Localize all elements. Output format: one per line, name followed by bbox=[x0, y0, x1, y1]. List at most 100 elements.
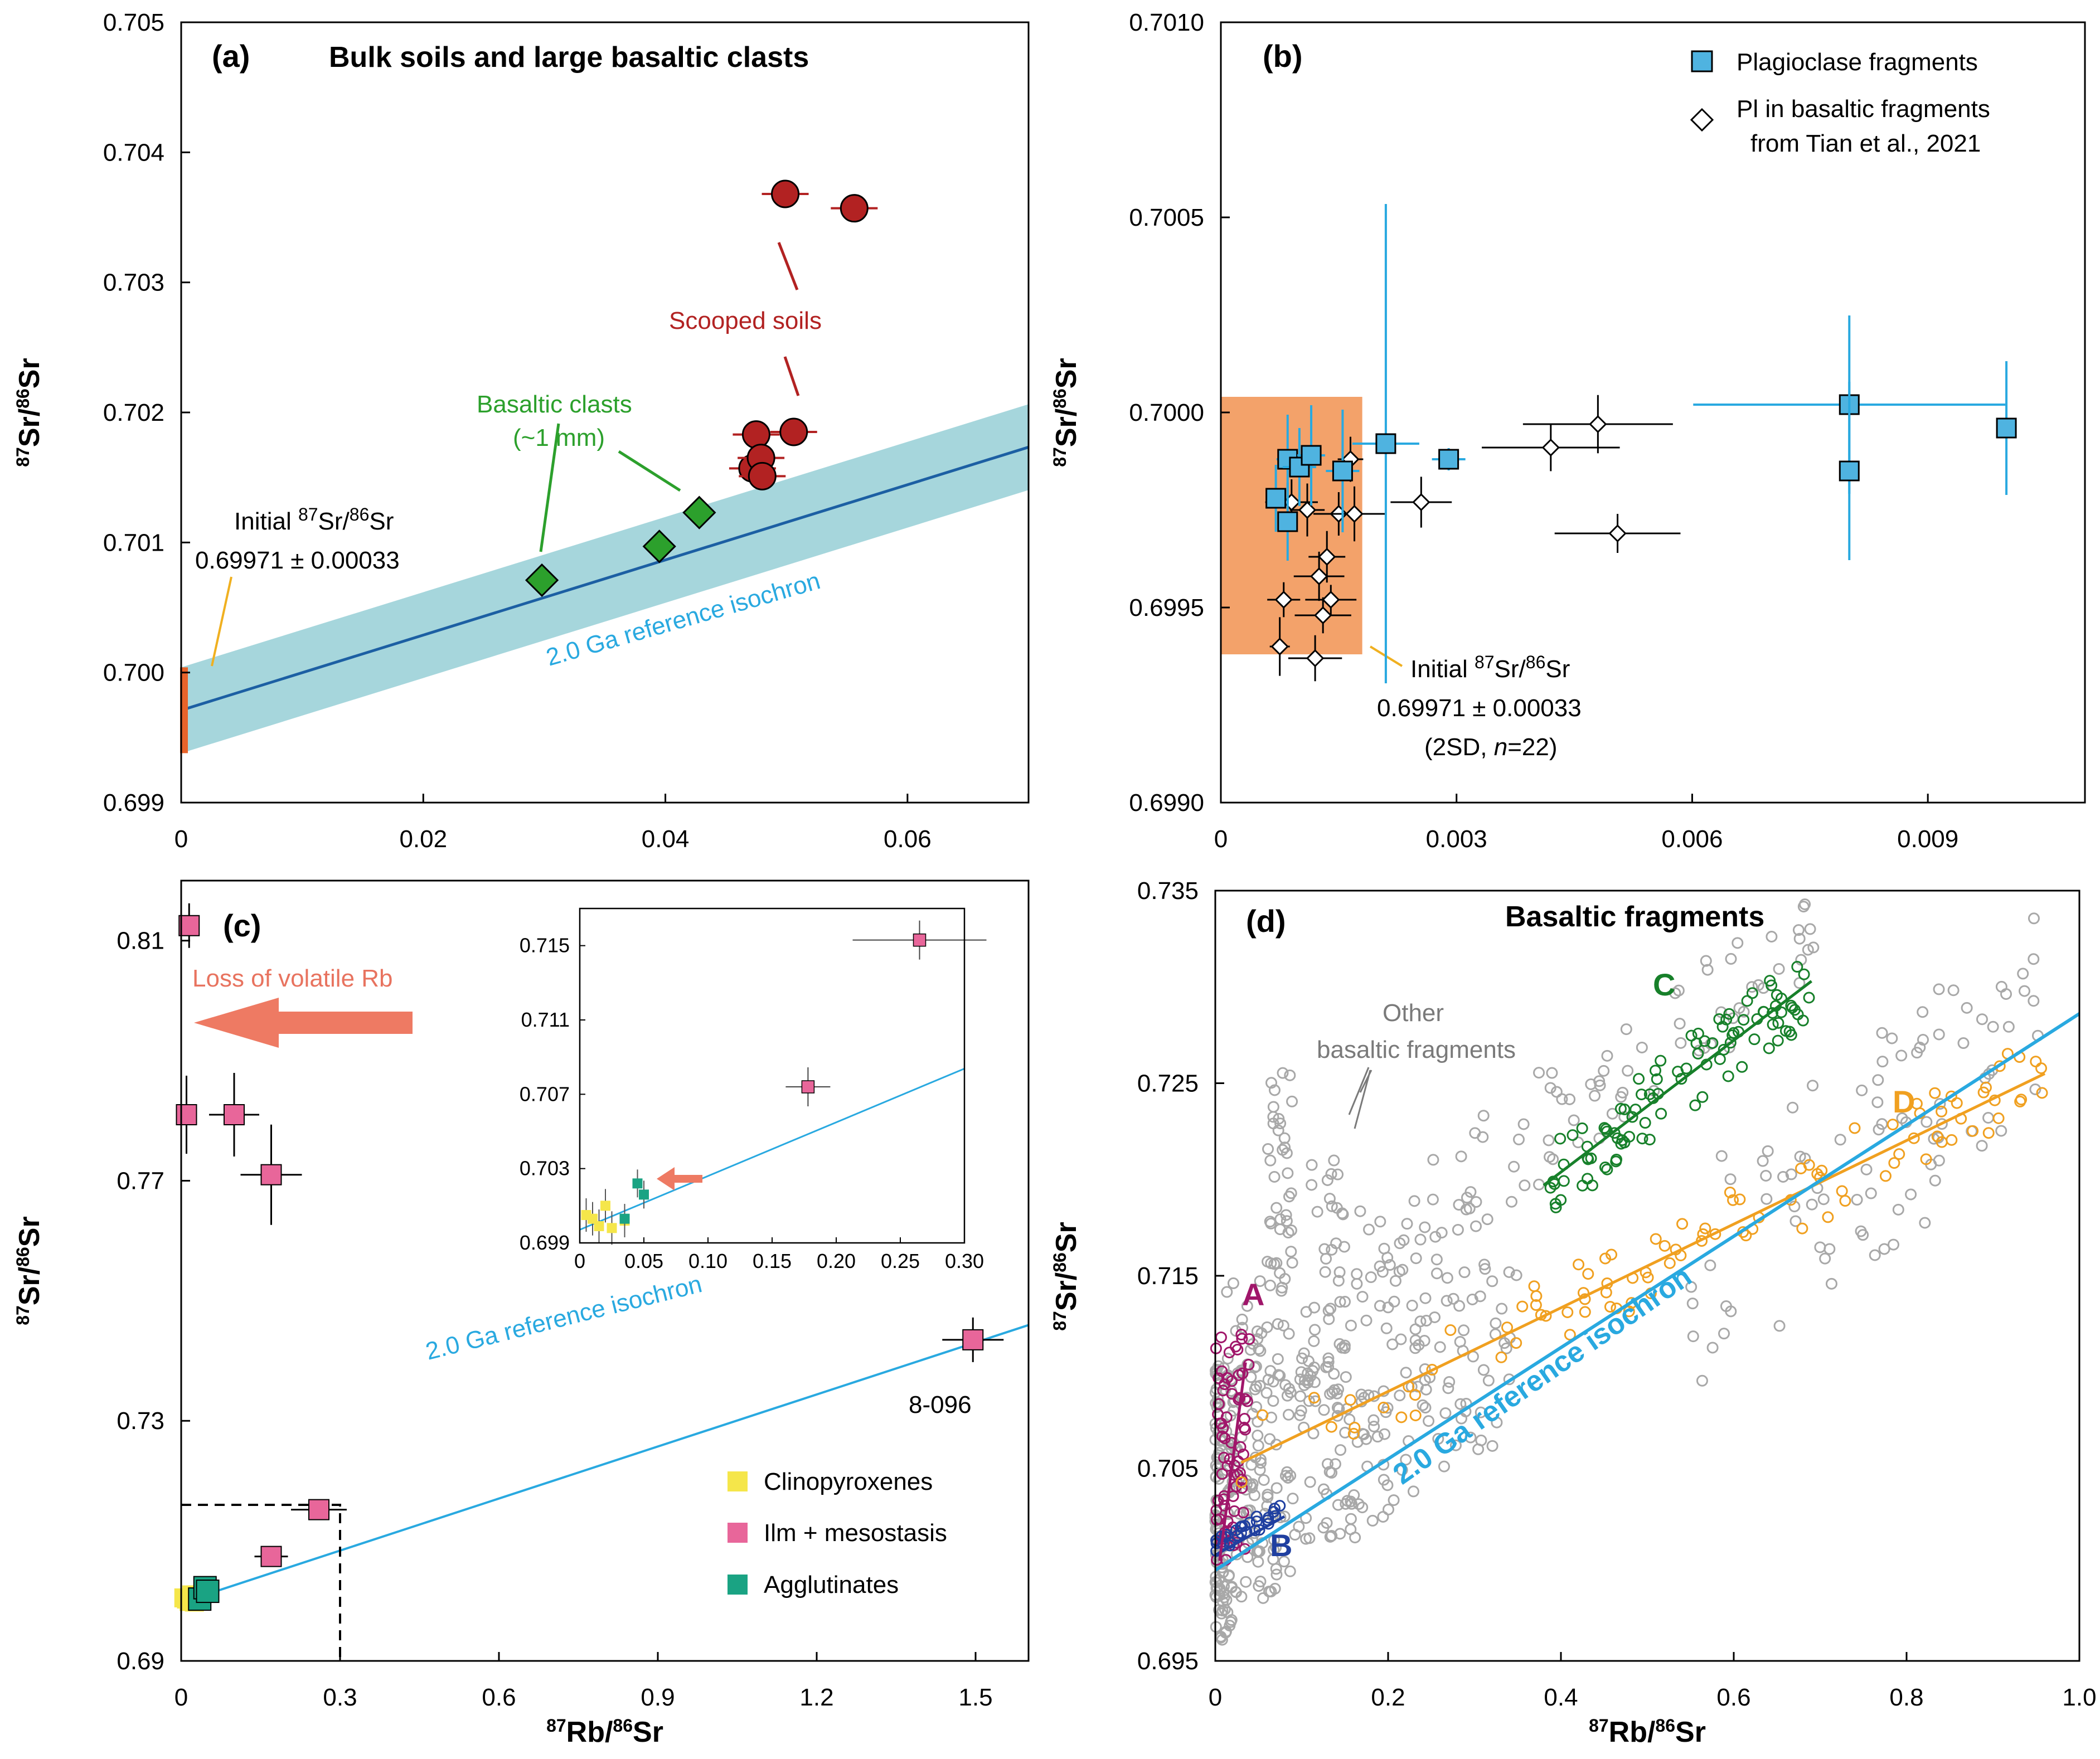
other-fragment-point bbox=[1500, 1342, 1512, 1354]
other-fragment-point bbox=[1371, 1431, 1384, 1443]
other-fragment-point bbox=[1283, 1328, 1295, 1340]
other-fragment-point bbox=[1344, 1413, 1356, 1426]
leader-scooped-bottom bbox=[783, 356, 800, 396]
group-d-point bbox=[1992, 1112, 2005, 1124]
plagioclase-point bbox=[1277, 511, 1298, 532]
label-initial-ratio-b: Initial 87Sr/86Sr bbox=[1410, 652, 1570, 683]
other-fragment-point bbox=[1281, 1215, 1293, 1227]
group-d-point bbox=[1888, 1157, 1900, 1169]
other-fragment-point bbox=[1254, 1464, 1266, 1476]
other-fragment-point bbox=[1300, 1306, 1312, 1318]
x-tick-label: 0.06 bbox=[884, 825, 932, 853]
legend-marker-ilm bbox=[728, 1523, 748, 1543]
y-tick-label: 0.703 bbox=[103, 269, 164, 297]
group-d-point bbox=[1836, 1185, 1848, 1197]
other-fragment-point bbox=[1262, 1373, 1274, 1386]
other-fragment-point bbox=[1934, 1098, 1946, 1110]
other-fragment-point bbox=[1300, 1533, 1312, 1545]
x-tick-label: 0.003 bbox=[1426, 825, 1487, 853]
other-fragment-point bbox=[1281, 1389, 1293, 1402]
other-fragment-point bbox=[1814, 1241, 1826, 1253]
y-tick-label: 0.705 bbox=[1137, 1455, 1199, 1483]
group-d-point bbox=[1946, 1134, 1958, 1146]
other-fragment-point bbox=[1284, 1469, 1297, 1481]
other-fragment-point bbox=[1285, 1225, 1297, 1237]
other-fragment-point bbox=[1957, 1037, 1970, 1049]
other-fragment-point bbox=[1254, 1379, 1266, 1392]
other-fragment-point bbox=[1409, 1323, 1422, 1335]
other-fragment-point bbox=[1439, 1407, 1452, 1419]
other-fragment-point bbox=[1427, 1154, 1439, 1166]
other-fragment-point bbox=[1265, 1585, 1277, 1597]
group-d-point bbox=[1839, 1195, 1851, 1207]
other-fragment-point bbox=[1389, 1275, 1401, 1287]
tian-point bbox=[1314, 606, 1332, 625]
inset-y-tick-label: 0.699 bbox=[520, 1231, 570, 1254]
group-c-point bbox=[1623, 1130, 1636, 1143]
other-fragment-point bbox=[1409, 1334, 1422, 1347]
fit-line-2-0-ga-reference-isochron bbox=[1214, 1012, 2080, 1572]
inset-y-tick-label: 0.711 bbox=[521, 1008, 570, 1031]
inset-y-tick-label: 0.703 bbox=[520, 1157, 570, 1180]
other-fragment-point bbox=[1550, 1086, 1563, 1098]
other-fragment-point bbox=[1272, 1353, 1284, 1365]
inset-agglutinate-point bbox=[632, 1178, 643, 1189]
y-tick-label: 0.6995 bbox=[1129, 594, 1204, 621]
group-c-point bbox=[1696, 1091, 1709, 1103]
other-fragment-point bbox=[1277, 1319, 1289, 1332]
other-fragment-point bbox=[1221, 1286, 1233, 1298]
other-fragment-point bbox=[1268, 1084, 1281, 1096]
group-a-point bbox=[1213, 1372, 1225, 1384]
tian-point bbox=[1412, 493, 1430, 512]
other-fragment-point bbox=[1333, 1266, 1346, 1279]
tian-point bbox=[1589, 415, 1607, 434]
other-fragment-point bbox=[2000, 988, 2012, 1000]
other-fragment-point bbox=[2002, 1021, 2015, 1033]
other-fragment-point bbox=[1725, 953, 1737, 965]
other-fragment-point bbox=[1322, 1356, 1335, 1368]
group-d-point bbox=[1516, 1300, 1529, 1313]
group-c-point bbox=[1763, 1042, 1775, 1055]
y-tick-label: 0.69 bbox=[117, 1648, 164, 1675]
x-tick-label: 0.6 bbox=[1716, 1684, 1750, 1711]
y-axis-label-c: 87Sr/86Sr bbox=[13, 1216, 46, 1325]
other-fragment-point bbox=[1606, 1107, 1618, 1120]
other-fragment-point bbox=[1265, 1217, 1277, 1230]
other-fragment-point bbox=[1321, 1174, 1333, 1187]
other-fragment-point bbox=[1406, 1299, 1418, 1311]
data-marks-d bbox=[1209, 898, 2080, 1646]
other-fragment-point bbox=[1323, 1193, 1336, 1205]
other-fragment-point bbox=[1284, 1386, 1297, 1398]
plagioclase-point bbox=[1265, 488, 1287, 509]
other-fragment-point bbox=[1398, 1234, 1410, 1246]
group-d-point bbox=[1994, 1060, 2006, 1072]
group-a-point bbox=[1219, 1432, 1231, 1445]
other-fragment-point bbox=[1510, 1269, 1522, 1281]
other-fragment-point bbox=[1615, 1091, 1627, 1103]
group-d-point bbox=[1606, 1248, 1618, 1261]
x-tick-label: 0.02 bbox=[399, 825, 447, 853]
group-b-point bbox=[1250, 1515, 1263, 1528]
other-fragment-point bbox=[1995, 980, 2007, 993]
group-d-point bbox=[1444, 1324, 1457, 1337]
leader-other-2 bbox=[1354, 1070, 1371, 1129]
other-fragment-point bbox=[1340, 1371, 1352, 1383]
other-fragment-point bbox=[1261, 1500, 1273, 1512]
other-fragment-point bbox=[1236, 1313, 1248, 1325]
other-fragment-point bbox=[1933, 1028, 1945, 1041]
other-fragment-point bbox=[1294, 1373, 1306, 1386]
x-tick-label: 0.4 bbox=[1544, 1684, 1578, 1711]
group-d-point bbox=[1663, 1257, 1676, 1269]
group-d-point bbox=[2030, 1056, 2042, 1068]
group-a-point bbox=[1226, 1375, 1238, 1387]
other-fragment-point bbox=[1270, 1257, 1283, 1269]
other-fragment-point bbox=[1917, 1034, 1929, 1046]
group-d-point bbox=[1676, 1218, 1689, 1230]
other-fragment-point bbox=[1503, 1266, 1515, 1278]
other-fragment-point bbox=[1211, 1451, 1223, 1464]
other-fragment-point bbox=[1851, 1194, 1863, 1206]
other-fragment-point bbox=[1351, 1268, 1363, 1280]
other-fragment-point bbox=[1792, 924, 1805, 936]
group-d-point bbox=[1727, 1194, 1739, 1206]
other-fragment-point bbox=[1474, 1290, 1486, 1303]
